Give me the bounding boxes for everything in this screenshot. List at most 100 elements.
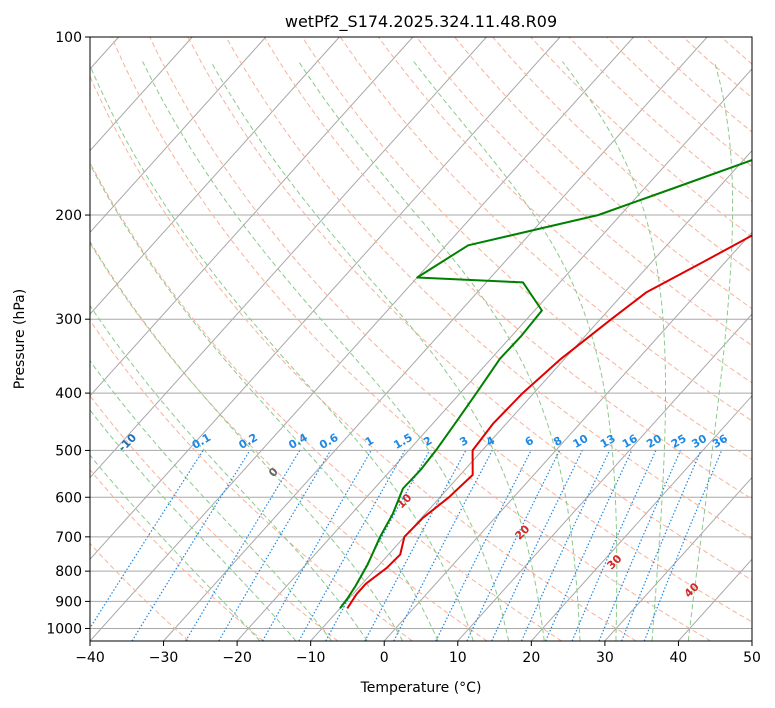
moist-adiabat-label: 0	[266, 465, 281, 480]
moist-adiabat-label: 30	[604, 552, 624, 572]
mixing-ratio-label: 30	[689, 432, 709, 451]
moist-adiabat-line	[142, 61, 510, 641]
moist-adiabat-line	[562, 61, 666, 641]
isotherm-line	[90, 37, 267, 234]
mixing-ratio-label: 13	[598, 432, 618, 451]
y-tick-label: 400	[55, 386, 82, 402]
mixing-ratio-line	[325, 450, 431, 641]
y-axis-label: Pressure (hPa)	[12, 289, 28, 389]
x-tick-label: 10	[449, 650, 467, 666]
mixing-ratio-label: 10	[571, 432, 591, 451]
dry-adiabat-line	[301, 37, 752, 461]
dry-adiabat-line	[568, 37, 752, 202]
mixing-ratio-line	[393, 450, 493, 641]
isotherm-line	[236, 68, 752, 641]
y-tick-label: 300	[55, 312, 82, 328]
mixing-ratio-label: 0.6	[317, 431, 341, 452]
dry-adiabat-line	[90, 242, 488, 641]
mixing-ratio-line	[218, 450, 332, 641]
dry-adiabat-line	[90, 542, 190, 641]
dry-adiabat-line	[606, 37, 752, 168]
mixing-ratio-label: 16	[620, 432, 640, 451]
isotherm-line	[90, 37, 561, 561]
dry-adiabat-line	[225, 37, 752, 540]
dry-adiabat-line	[416, 37, 752, 347]
mixing-ratio-line	[435, 450, 532, 641]
dry-adiabat-line	[454, 37, 752, 310]
mixing-ratio-line	[185, 450, 301, 641]
y-tick-label: 800	[55, 564, 82, 580]
dewpoint-profile-line	[339, 159, 752, 609]
x-tick-label: −30	[149, 650, 179, 666]
dry-adiabat-line	[759, 37, 775, 641]
isotherm-line	[530, 395, 752, 641]
mixing-ratio-line	[520, 450, 611, 641]
isotherm-line	[604, 476, 752, 641]
dry-adiabat-label: -20	[30, 397, 53, 420]
dry-adiabat-line	[492, 37, 752, 274]
mixing-ratio-line	[466, 450, 561, 641]
x-tick-label: −40	[75, 650, 105, 666]
mixing-ratio-line	[298, 450, 406, 641]
moist-adiabat-line	[90, 304, 368, 641]
y-tick-label: 700	[55, 530, 82, 546]
dry-adiabat-line	[90, 394, 339, 641]
isotherm-line	[90, 37, 193, 152]
moist-adiabat-line	[687, 61, 734, 641]
isotherm-line	[678, 558, 752, 641]
mixing-ratio-line	[90, 450, 204, 630]
moist-adiabat-line	[90, 359, 333, 641]
y-tick-label: 600	[55, 490, 82, 506]
mixing-ratio-line	[131, 450, 251, 641]
y-tick-label: 500	[55, 443, 82, 459]
y-tick-label: 100	[55, 30, 82, 46]
mixing-ratio-line	[571, 450, 657, 641]
dry-adiabat-line	[149, 37, 752, 623]
mixing-ratio-label: 1	[363, 434, 376, 449]
isotherm-line	[163, 37, 708, 641]
mixing-ratio-line	[364, 450, 467, 641]
dry-adiabat-line	[90, 319, 413, 641]
x-tick-label: 40	[670, 650, 688, 666]
dry-adiabat-line	[90, 161, 562, 641]
isotherm-line	[751, 640, 752, 641]
dry-adiabat-line	[90, 75, 637, 641]
dry-adiabat-line	[187, 37, 752, 581]
x-tick-label: −20	[222, 650, 252, 666]
mixing-ratio-label: 0.2	[236, 431, 259, 452]
isotherm-line	[90, 37, 634, 641]
dry-adiabat-line	[339, 37, 752, 422]
mixing-ratio-label: 20	[644, 432, 664, 451]
isotherm-line	[90, 37, 487, 479]
mixing-ratio-line	[643, 450, 723, 641]
moist-adiabat-line	[90, 454, 261, 641]
y-tick-label: 1000	[46, 621, 82, 637]
moist-adiabat-line	[413, 61, 618, 641]
isotherm-line	[90, 37, 340, 315]
moist-adiabat-line	[90, 64, 474, 641]
mixing-ratio-line	[621, 450, 702, 641]
mixing-ratio-label: 1.5	[391, 431, 414, 452]
mixing-ratio-label: 0.4	[286, 431, 310, 452]
mixing-ratio-line	[491, 450, 583, 641]
moist-adiabat-line	[90, 240, 404, 641]
isotherm-line	[383, 231, 752, 641]
y-tick-label: 200	[55, 208, 82, 224]
y-tick-label: 900	[55, 594, 82, 610]
mixing-ratio-label: 25	[669, 432, 689, 451]
x-tick-label: 0	[380, 650, 389, 666]
moist-adiabat-line	[90, 409, 297, 641]
isotherm-line	[90, 37, 414, 397]
moist-adiabat-line	[90, 163, 439, 641]
chart-title: wetPf2_S174.2025.324.11.48.R09	[285, 12, 557, 32]
moist-adiabat-line	[210, 61, 545, 641]
isotherm-line	[457, 313, 752, 641]
temperature-profile-line	[346, 234, 752, 609]
dry-adiabat-line	[111, 37, 712, 641]
mixing-ratio-label: 8	[551, 434, 564, 449]
dry-adiabat-line	[530, 37, 752, 238]
x-tick-label: 30	[596, 650, 614, 666]
mixing-ratio-line	[598, 450, 682, 641]
mixing-ratio-label: 6	[523, 434, 536, 449]
x-tick-label: 50	[743, 650, 761, 666]
